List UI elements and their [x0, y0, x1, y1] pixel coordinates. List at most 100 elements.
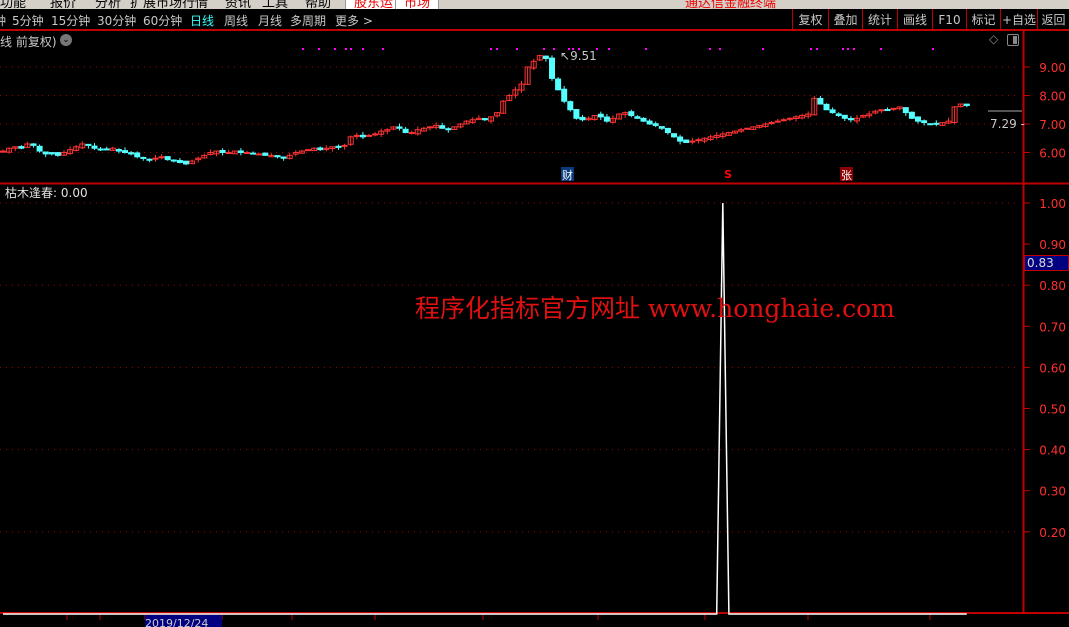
event-s-text: S — [724, 168, 732, 181]
candle-body — [774, 120, 781, 123]
indicator-tick-label: 0.70 — [1039, 320, 1066, 334]
candle-body — [768, 122, 775, 125]
period-tab[interactable]: 钟 — [0, 14, 7, 28]
signal-dot — [516, 48, 518, 50]
candle-body — [353, 134, 360, 137]
candle-body — [286, 154, 293, 159]
candle-body — [61, 152, 67, 156]
period-tab[interactable]: 月线 — [258, 14, 283, 28]
candle-body — [927, 123, 934, 126]
candle-body — [103, 148, 110, 151]
candle-body — [85, 143, 92, 146]
candle-body — [829, 109, 836, 114]
signal-dot — [572, 48, 574, 50]
price-tick-label: 8.00 — [1039, 90, 1066, 104]
period-tab[interactable]: 30分钟 — [97, 14, 137, 28]
candle-body — [420, 127, 427, 132]
candle-body — [793, 116, 799, 119]
candle-body — [475, 117, 482, 121]
candle-body — [183, 160, 189, 165]
candle-body — [866, 113, 873, 117]
toolbar-button[interactable]: 叠加 — [828, 9, 862, 31]
event-marker-rise[interactable]: 张 — [840, 167, 853, 182]
indicator-tick-label: 0.80 — [1039, 279, 1066, 293]
indicator-name: 枯木逢春 — [5, 186, 54, 200]
candle-body — [396, 126, 403, 129]
candle-body — [738, 129, 745, 132]
signal-dot — [490, 48, 492, 50]
menu-item[interactable]: 帮助 — [305, 0, 332, 9]
candle-body — [390, 126, 397, 130]
candle-body — [689, 140, 696, 143]
menu-item[interactable]: 报价 — [50, 0, 77, 9]
candle-body — [115, 149, 122, 152]
toolbar-button[interactable]: 画线 — [897, 9, 932, 31]
candle-body — [207, 152, 214, 156]
signal-dot — [302, 48, 304, 50]
main-chart-title-text: 线 前复权) — [0, 35, 57, 49]
toolbar-button[interactable]: F10 — [932, 9, 966, 31]
candle-body — [652, 123, 659, 126]
panel-toggle-icon[interactable] — [1007, 34, 1019, 46]
candle-body — [48, 152, 55, 155]
signal-dot — [345, 48, 347, 50]
candle-body — [402, 128, 409, 134]
collapse-toggle-icon[interactable]: ⌄ — [60, 34, 72, 46]
signal-dot — [709, 48, 711, 50]
last-price-value: 7.29 — [990, 117, 1017, 131]
toolbar-button[interactable]: 复权 — [792, 9, 828, 31]
candle-body — [524, 66, 531, 85]
event-marker-finance[interactable]: 财 — [561, 167, 574, 182]
menu-item[interactable]: 资讯 — [225, 0, 252, 9]
candle-body — [158, 156, 165, 159]
period-tab[interactable]: 15分钟 — [51, 14, 91, 28]
signal-dot — [847, 48, 849, 50]
period-tab[interactable]: 多周期 — [290, 14, 327, 28]
toolbar-button[interactable]: +自选 — [1000, 9, 1037, 31]
candle-body — [189, 160, 196, 165]
candle-body — [823, 103, 830, 111]
menu-item[interactable]: 扩展市场行情 — [130, 0, 209, 9]
candle-body — [268, 154, 275, 158]
candle-body — [12, 146, 19, 149]
candle-body — [79, 143, 86, 149]
signal-dot — [762, 48, 764, 50]
candle-body — [122, 150, 128, 153]
app-title: 通达信金融终端 — [685, 0, 777, 9]
candle-body — [427, 126, 433, 129]
period-tab[interactable]: 60分钟 — [143, 14, 183, 28]
candle-body — [695, 139, 702, 142]
menu-item[interactable]: 工具 — [262, 0, 289, 9]
candle-body — [305, 149, 311, 152]
toolbar-button[interactable]: 统计 — [862, 9, 897, 31]
candle-body — [164, 156, 171, 161]
event-marker-s[interactable]: S — [724, 168, 732, 181]
candle-body — [664, 127, 671, 134]
period-tab[interactable]: 周线 — [224, 14, 249, 28]
candle-body — [860, 114, 867, 118]
candle-body — [30, 143, 37, 146]
signal-dot — [568, 48, 570, 50]
menu-highlight-item[interactable]: 市场 — [395, 0, 440, 9]
candle-body — [109, 147, 116, 151]
indicator-label: 枯木逢春: 0.00 — [5, 186, 88, 200]
menu-item[interactable]: 分析 — [95, 0, 122, 9]
candle-body — [921, 120, 928, 124]
candle-body — [872, 110, 879, 114]
signal-dot — [318, 48, 320, 50]
candle-body — [170, 159, 177, 162]
candle-body — [616, 113, 623, 120]
toolbar-button[interactable]: 标记 — [966, 9, 1000, 31]
signal-dot — [350, 48, 352, 50]
candle-body — [707, 136, 714, 140]
period-tab[interactable]: 5分钟 — [12, 14, 44, 28]
period-tab[interactable]: 更多 > — [335, 14, 373, 28]
diamond-icon[interactable]: ◇ — [989, 32, 999, 46]
candle-body — [634, 116, 641, 119]
candle-body — [201, 154, 208, 159]
candle-body — [591, 114, 598, 120]
toolbar-button[interactable]: 返回 — [1037, 9, 1069, 31]
menu-item[interactable]: 功能 — [0, 0, 27, 9]
period-tab[interactable]: 日线 — [190, 14, 215, 28]
